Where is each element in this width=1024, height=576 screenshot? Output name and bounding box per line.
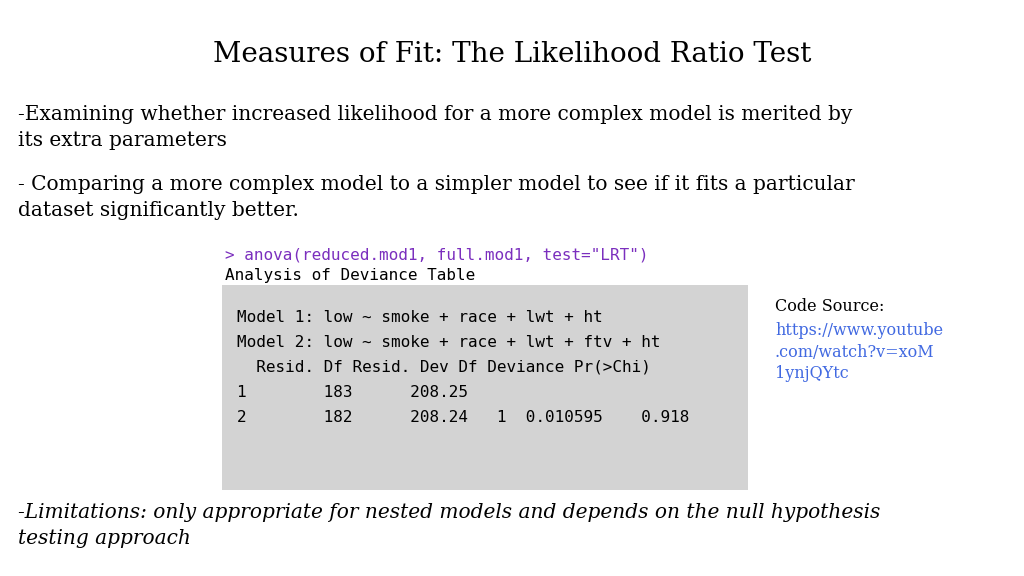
Text: Code Source:: Code Source: xyxy=(775,298,885,315)
Text: 2        182      208.24   1  0.010595    0.918: 2 182 208.24 1 0.010595 0.918 xyxy=(237,410,689,425)
Text: - Comparing a more complex model to a simpler model to see if it fits a particul: - Comparing a more complex model to a si… xyxy=(18,175,855,221)
Text: > anova(reduced.mod1, full.mod1, test="LRT"): > anova(reduced.mod1, full.mod1, test="L… xyxy=(225,247,648,262)
FancyBboxPatch shape xyxy=(222,285,748,490)
Text: Model 2: low ~ smoke + race + lwt + ftv + ht: Model 2: low ~ smoke + race + lwt + ftv … xyxy=(237,335,660,350)
Text: https://www.youtube
.com/watch?v=xoM
1ynjQYtc: https://www.youtube .com/watch?v=xoM 1yn… xyxy=(775,322,943,382)
Text: Analysis of Deviance Table: Analysis of Deviance Table xyxy=(225,268,475,283)
Text: Resid. Df Resid. Dev Df Deviance Pr(>Chi): Resid. Df Resid. Dev Df Deviance Pr(>Chi… xyxy=(237,360,651,375)
Text: -Limitations: only appropriate for nested models and depends on the null hypothe: -Limitations: only appropriate for neste… xyxy=(18,503,881,548)
Text: 1        183      208.25: 1 183 208.25 xyxy=(237,385,468,400)
Text: Measures of Fit: The Likelihood Ratio Test: Measures of Fit: The Likelihood Ratio Te… xyxy=(213,41,811,69)
Text: Model 1: low ~ smoke + race + lwt + ht: Model 1: low ~ smoke + race + lwt + ht xyxy=(237,310,603,325)
Text: -Examining whether increased likelihood for a more complex model is merited by
i: -Examining whether increased likelihood … xyxy=(18,105,852,150)
